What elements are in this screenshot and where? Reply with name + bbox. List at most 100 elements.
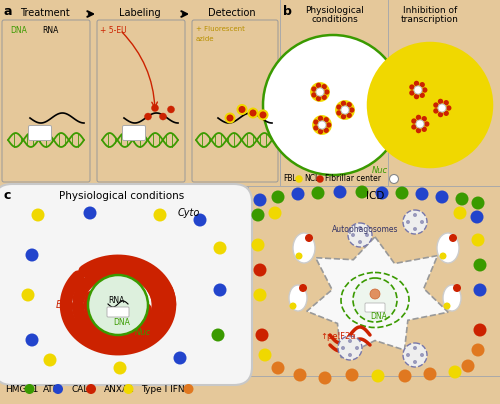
- Circle shape: [348, 353, 352, 357]
- Text: ER: ER: [56, 300, 68, 310]
- Circle shape: [324, 128, 329, 133]
- Circle shape: [310, 82, 330, 102]
- Circle shape: [168, 106, 174, 113]
- Circle shape: [474, 324, 486, 337]
- Circle shape: [294, 368, 306, 381]
- Circle shape: [416, 115, 421, 120]
- Circle shape: [420, 93, 425, 98]
- Circle shape: [254, 288, 266, 301]
- Circle shape: [346, 102, 352, 107]
- Circle shape: [462, 360, 474, 372]
- FancyBboxPatch shape: [28, 126, 52, 141]
- Circle shape: [322, 95, 327, 100]
- Circle shape: [358, 240, 362, 244]
- Ellipse shape: [437, 233, 459, 263]
- Circle shape: [474, 284, 486, 297]
- Circle shape: [444, 100, 449, 105]
- Circle shape: [252, 208, 264, 221]
- Circle shape: [311, 92, 316, 98]
- Circle shape: [263, 35, 403, 175]
- Circle shape: [312, 187, 324, 200]
- Circle shape: [411, 124, 416, 130]
- Circle shape: [438, 99, 443, 104]
- Circle shape: [406, 353, 410, 357]
- Circle shape: [114, 362, 126, 375]
- Circle shape: [433, 102, 438, 108]
- Circle shape: [376, 187, 388, 200]
- FancyBboxPatch shape: [97, 20, 185, 182]
- Ellipse shape: [293, 233, 315, 263]
- Circle shape: [413, 227, 417, 231]
- Circle shape: [396, 187, 408, 200]
- Circle shape: [290, 303, 296, 309]
- Text: Treatment: Treatment: [20, 8, 70, 18]
- Circle shape: [403, 210, 427, 234]
- Circle shape: [336, 104, 342, 110]
- Text: DNA: DNA: [370, 312, 387, 321]
- Circle shape: [370, 289, 380, 299]
- Circle shape: [341, 106, 349, 114]
- Circle shape: [335, 100, 355, 120]
- Text: DNA: DNA: [113, 318, 130, 327]
- FancyBboxPatch shape: [365, 303, 385, 312]
- Circle shape: [436, 191, 448, 204]
- Circle shape: [438, 104, 446, 112]
- Circle shape: [184, 384, 194, 394]
- Circle shape: [414, 81, 419, 86]
- Circle shape: [299, 284, 307, 292]
- Circle shape: [84, 206, 96, 219]
- Circle shape: [453, 284, 461, 292]
- Circle shape: [258, 109, 268, 120]
- Circle shape: [346, 368, 358, 381]
- Text: RNA: RNA: [42, 26, 58, 35]
- Circle shape: [409, 90, 414, 96]
- Circle shape: [454, 206, 466, 219]
- Circle shape: [194, 213, 206, 227]
- Circle shape: [334, 185, 346, 198]
- Circle shape: [424, 121, 430, 127]
- Circle shape: [316, 83, 321, 88]
- Circle shape: [341, 101, 346, 106]
- Circle shape: [372, 370, 384, 383]
- Circle shape: [22, 288, 35, 301]
- Circle shape: [313, 125, 318, 130]
- Circle shape: [318, 372, 332, 385]
- Text: Physiological: Physiological: [306, 6, 364, 15]
- Circle shape: [152, 105, 158, 112]
- Circle shape: [311, 86, 316, 92]
- Circle shape: [214, 284, 226, 297]
- Circle shape: [432, 98, 452, 118]
- Circle shape: [214, 242, 226, 255]
- Circle shape: [254, 194, 266, 206]
- Circle shape: [444, 303, 450, 309]
- Circle shape: [420, 353, 424, 357]
- Circle shape: [292, 187, 304, 200]
- Text: Type I IFN: Type I IFN: [142, 385, 185, 393]
- Circle shape: [348, 339, 352, 343]
- Circle shape: [348, 223, 372, 247]
- Circle shape: [154, 208, 166, 221]
- Text: Fibrillar center: Fibrillar center: [325, 174, 381, 183]
- Text: FBL: FBL: [283, 174, 297, 183]
- Circle shape: [313, 119, 318, 125]
- Circle shape: [422, 116, 427, 122]
- Circle shape: [318, 129, 323, 134]
- Circle shape: [338, 336, 362, 360]
- Circle shape: [305, 234, 313, 242]
- Circle shape: [472, 196, 484, 210]
- Circle shape: [403, 343, 427, 367]
- Circle shape: [252, 238, 264, 252]
- Circle shape: [440, 252, 446, 259]
- Circle shape: [346, 113, 352, 118]
- Text: a: a: [3, 5, 12, 18]
- Circle shape: [472, 234, 484, 246]
- Circle shape: [248, 107, 258, 118]
- Circle shape: [414, 94, 419, 99]
- FancyBboxPatch shape: [107, 307, 129, 317]
- Text: Nuc: Nuc: [135, 328, 151, 337]
- Circle shape: [414, 86, 422, 94]
- Text: Nuc: Nuc: [372, 166, 388, 175]
- Circle shape: [24, 384, 34, 394]
- Circle shape: [416, 187, 428, 200]
- Text: Labeling: Labeling: [119, 8, 161, 18]
